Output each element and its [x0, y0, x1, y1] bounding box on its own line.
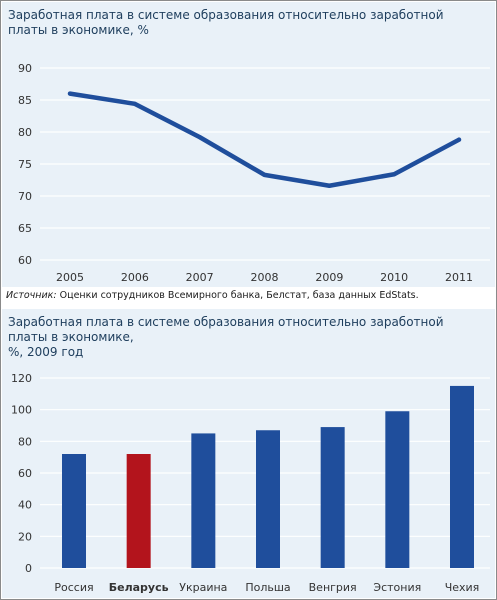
y-tick-label: 20 [18, 530, 32, 543]
x-tick-label: Польша [245, 581, 290, 594]
x-tick-label: 2005 [56, 271, 84, 284]
x-tick-label: 2006 [121, 271, 149, 284]
y-tick-label: 60 [18, 254, 32, 267]
data-point [392, 172, 397, 177]
source-note: Источник: Оценки сотрудников Всемирного … [6, 290, 419, 301]
y-tick-label: 75 [18, 158, 32, 171]
bar-chart-title: Заработная плата в системе образования о… [8, 315, 478, 360]
y-tick-label: 0 [25, 562, 32, 575]
y-tick-label: 90 [18, 62, 32, 75]
x-tick-label: Чехия [445, 581, 480, 594]
x-tick-label: Россия [54, 581, 93, 594]
line-chart: 60 65 70 75 80 85 90 2005 2006 2007 2008 2009 2010 20… [18, 62, 490, 284]
source-text: Оценки сотрудников Всемирного банка, Бел… [56, 290, 419, 301]
data-point [197, 135, 202, 140]
y-tick-label: 60 [18, 467, 32, 480]
bar-chart-title-line2: %, 2009 год [8, 345, 84, 359]
series-line [67, 91, 462, 189]
y-tick-label: 65 [18, 222, 32, 235]
bar-chart: 0 20 40 60 80 100 120 Россия Беларусь Украина Поль… [11, 372, 490, 594]
y-tick-label: 40 [18, 499, 32, 512]
x-tick-label: 2009 [315, 271, 343, 284]
bar [126, 454, 151, 568]
x-tick-label: Эстония [373, 581, 421, 594]
bar [320, 427, 345, 568]
data-point [68, 91, 72, 96]
y-tick-label: 100 [11, 404, 32, 417]
x-tick-label: 2007 [186, 271, 214, 284]
y-tick-label: 120 [11, 372, 32, 385]
y-tick-label: 80 [18, 126, 32, 139]
x-tick-label: Венгрия [309, 581, 357, 594]
x-tick-label: Беларусь [109, 581, 169, 594]
y-tick-label: 80 [18, 435, 32, 448]
bar [450, 385, 474, 568]
line-chart-title: Заработная плата в системе образования о… [8, 8, 444, 37]
bar-chart-panel: Заработная плата в системе образования о… [2, 309, 495, 598]
data-point [262, 172, 267, 177]
source-label: Источник: [6, 290, 57, 301]
bar [62, 454, 86, 568]
bar [191, 433, 216, 568]
y-tick-label: 85 [18, 94, 32, 107]
data-point [327, 183, 332, 188]
x-tick-label: 2008 [251, 271, 279, 284]
x-tick-label: 2010 [380, 271, 408, 284]
x-tick-label: Украина [179, 581, 227, 594]
bar [385, 411, 410, 568]
bar [256, 430, 280, 568]
line-chart-panel: Заработная плата в системе образования о… [2, 2, 495, 287]
bar-chart-title-line1: Заработная плата в системе образования о… [8, 315, 444, 344]
data-point [132, 101, 137, 106]
y-tick-label: 70 [18, 190, 32, 203]
data-point [457, 137, 461, 142]
x-tick-label: 2011 [445, 271, 473, 284]
